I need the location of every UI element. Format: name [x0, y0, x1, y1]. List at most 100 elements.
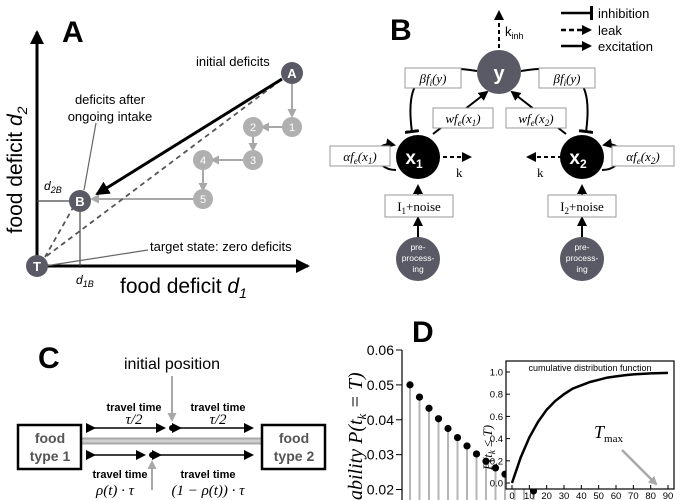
step-node-1: 1 [282, 117, 302, 137]
svg-text:B: B [75, 194, 84, 209]
legend: inhibition leak excitation [561, 6, 653, 54]
node-b: B [69, 190, 91, 212]
inset-x-tick-label: 10 [524, 491, 535, 500]
w-right-box: wfe(x2) [505, 107, 567, 129]
inset-x-tick-label: 50 [593, 491, 604, 500]
cdf-inset: cumulative distribution function 1.0 0.8 0… [480, 360, 675, 500]
after-leader [83, 122, 97, 191]
pmf-point [482, 457, 490, 465]
main-y-tick-label: 0.05 [367, 377, 394, 393]
inset-x-tick-label: 0 [509, 491, 514, 500]
food-type-2-box: food type 2 [260, 423, 327, 471]
svg-text:type 1: type 1 [30, 448, 71, 464]
svg-text:food: food [35, 430, 65, 446]
panel-d: D 0.06 0.05 0.04 0.03 0.02 ability P(tk = T)… [345, 316, 675, 500]
inset-x-tick-label: 90 [663, 491, 674, 500]
inset-x-tick-label: 80 [645, 491, 656, 500]
inset-x-tick-label: 20 [541, 491, 552, 500]
tick-current [149, 452, 155, 458]
svg-text:x1: x1 [405, 148, 423, 171]
svg-text:3: 3 [250, 155, 256, 167]
svg-text:pre-: pre- [410, 242, 425, 252]
svg-text:αfe(x1): αfe(x1) [343, 149, 376, 166]
svg-text:A: A [287, 66, 297, 81]
y-axis-label: food deficit d2 [4, 106, 30, 233]
travel-time-upper-left: travel time [106, 402, 161, 414]
step-node-5: 5 [193, 189, 213, 209]
inset-y-tick-label: 1.0 [490, 368, 503, 379]
panel-a: A food deficit d2 food deficit d1 1 2 [4, 16, 310, 301]
svg-text:process-: process- [402, 253, 435, 263]
inset-y-tick-label: 0.8 [490, 390, 503, 401]
d1b-label: d1B [76, 273, 94, 289]
svg-text:1: 1 [289, 122, 295, 134]
panel-d-label: D [412, 316, 434, 349]
preprocessing-node-2: pre- process- ing [560, 237, 604, 281]
one-minus-rho-tau-label: (1 − ρ(t)) · τ [171, 483, 245, 499]
kinh-label: kinh [505, 24, 524, 41]
alpha-left-box: αfe(x1) [329, 145, 391, 167]
main-y-tick-label: 0.02 [367, 482, 394, 498]
svg-text:y: y [493, 63, 505, 85]
panel-a-label: A [62, 16, 84, 49]
node-t: T [26, 255, 48, 277]
step-node-3: 3 [243, 150, 263, 170]
svg-text:βfi(y): βfi(y) [418, 71, 446, 88]
svg-text:2: 2 [250, 122, 256, 134]
target-leader [44, 249, 149, 267]
inset-x-tick-label: 60 [611, 491, 622, 500]
svg-text:I2+noise: I2+noise [560, 199, 604, 216]
panel-b: B inhibition leak excitation kinh k k [329, 6, 675, 281]
inset-title: cumulative distribution function [528, 363, 651, 373]
pmf-point [415, 393, 424, 401]
node-x1: x1 [396, 135, 440, 179]
cdf-curve [510, 371, 669, 484]
input1-box: I1+noise [384, 194, 454, 218]
inset-y-label: P(tk ≤ T) [480, 425, 497, 471]
svg-text:x2: x2 [569, 148, 587, 171]
input2-box: I2+noise [547, 194, 617, 218]
inset-frame [505, 360, 675, 490]
pmf-point [444, 424, 452, 433]
node-a: A [281, 62, 303, 84]
svg-text:food: food [279, 430, 309, 446]
inset-y-tick-label: 0.2 [490, 456, 503, 467]
k-left-label: k [456, 165, 463, 180]
legend-inhibition: inhibition [598, 6, 649, 21]
main-y-ticks: 0.06 0.05 0.04 0.03 0.02 [367, 342, 402, 498]
pmf-point [472, 450, 481, 458]
alpha-right-box: αfe(x2) [611, 145, 675, 167]
svg-text:αfe(x2): αfe(x2) [626, 149, 659, 166]
svg-text:wfe(x1): wfe(x1) [445, 111, 480, 128]
legend-excitation: excitation [598, 39, 653, 54]
inset-y-tick-label: 0.6 [490, 412, 503, 423]
k-right-label: k [537, 165, 544, 180]
svg-text:process-: process- [566, 253, 599, 263]
svg-text:pre-: pre- [574, 242, 589, 252]
step-node-4: 4 [193, 150, 213, 170]
main-y-tick-label: 0.04 [367, 412, 394, 428]
pmf-point [491, 464, 500, 472]
d2b-label: d2B [44, 179, 62, 195]
rho-tau-label: ρ(t) · τ [95, 483, 135, 499]
pmf-point [406, 381, 414, 389]
annotation-initial-deficits: initial deficits [196, 54, 270, 69]
annotation-target-state: target state: zero deficits [150, 239, 292, 254]
node-x2: x2 [560, 135, 604, 179]
legend-leak: leak [598, 23, 622, 38]
travel-time-lower-left: travel time [92, 469, 147, 481]
travel-time-upper-right: travel time [190, 402, 245, 414]
step-node-2: 2 [243, 117, 263, 137]
svg-text:4: 4 [200, 155, 206, 167]
inset-y-tick-label: 0.4 [490, 434, 503, 445]
svg-text:type 2: type 2 [274, 448, 315, 464]
svg-text:ing: ing [576, 264, 588, 274]
tick-middle [169, 425, 175, 431]
preprocessing-node-1: pre- process- ing [396, 237, 440, 281]
panel-b-label: B [390, 14, 412, 47]
initial-position-label: initial position [124, 356, 220, 373]
panel-c: C initial position food type 1 food type… [16, 342, 327, 499]
travel-time-lower-right: travel time [180, 469, 235, 481]
annotation-after-1: deficits after [75, 92, 146, 107]
